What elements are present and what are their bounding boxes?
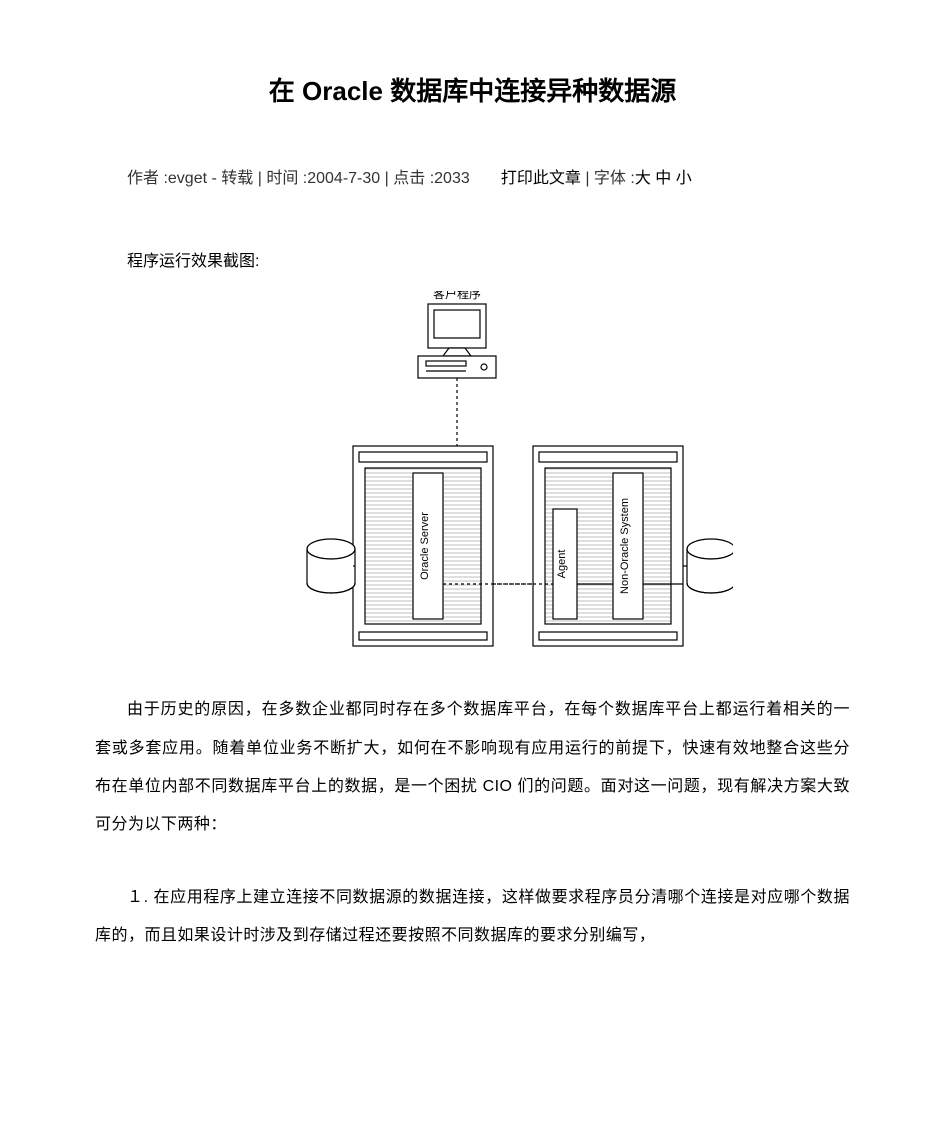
diagram-svg: 客户程序 Oracle Server Agent Non-Oracle System xyxy=(213,291,733,651)
author-suffix: - 转载 xyxy=(207,170,253,187)
svg-text:客户程序: 客户程序 xyxy=(432,291,480,301)
author-name: evget xyxy=(168,170,207,187)
article-body: 由于历史的原因，在多数企业都同时存在多个数据库平台，在每个数据库平台上都运行着相… xyxy=(95,691,850,955)
font-large-link[interactable]: 大 xyxy=(635,170,651,187)
architecture-diagram: 客户程序 Oracle Server Agent Non-Oracle System xyxy=(95,291,850,651)
time-value: 2004-7-30 xyxy=(307,170,380,187)
hits-value: 2033 xyxy=(434,170,470,187)
font-small-link[interactable]: 小 xyxy=(676,170,692,187)
hits-label: 点击 xyxy=(393,170,425,187)
svg-text:Non-Oracle System: Non-Oracle System xyxy=(619,498,631,594)
screenshot-caption: 程序运行效果截图: xyxy=(95,243,850,281)
svg-text:Oracle Server: Oracle Server xyxy=(419,512,431,580)
font-medium-link[interactable]: 中 xyxy=(655,170,671,187)
author-label: 作者 xyxy=(127,170,159,187)
article-meta: 作者 :evget - 转载 | 时间 :2004-7-30 | 点击 :203… xyxy=(95,160,850,198)
article-title: 在 Oracle 数据库中连接异种数据源 xyxy=(95,60,850,122)
paragraph-1: 由于历史的原因，在多数企业都同时存在多个数据库平台，在每个数据库平台上都运行着相… xyxy=(95,691,850,845)
paragraph-2: １. 在应用程序上建立连接不同数据源的数据连接，这样做要求程序员分清哪个连接是对… xyxy=(95,879,850,956)
print-link[interactable]: 打印此文章 xyxy=(501,170,581,187)
document-page: 在 Oracle 数据库中连接异种数据源 作者 :evget - 转载 | 时间… xyxy=(0,0,945,1123)
font-label: 字体 xyxy=(594,170,626,187)
time-label: 时间 xyxy=(266,170,298,187)
svg-text:Agent: Agent xyxy=(556,550,568,579)
